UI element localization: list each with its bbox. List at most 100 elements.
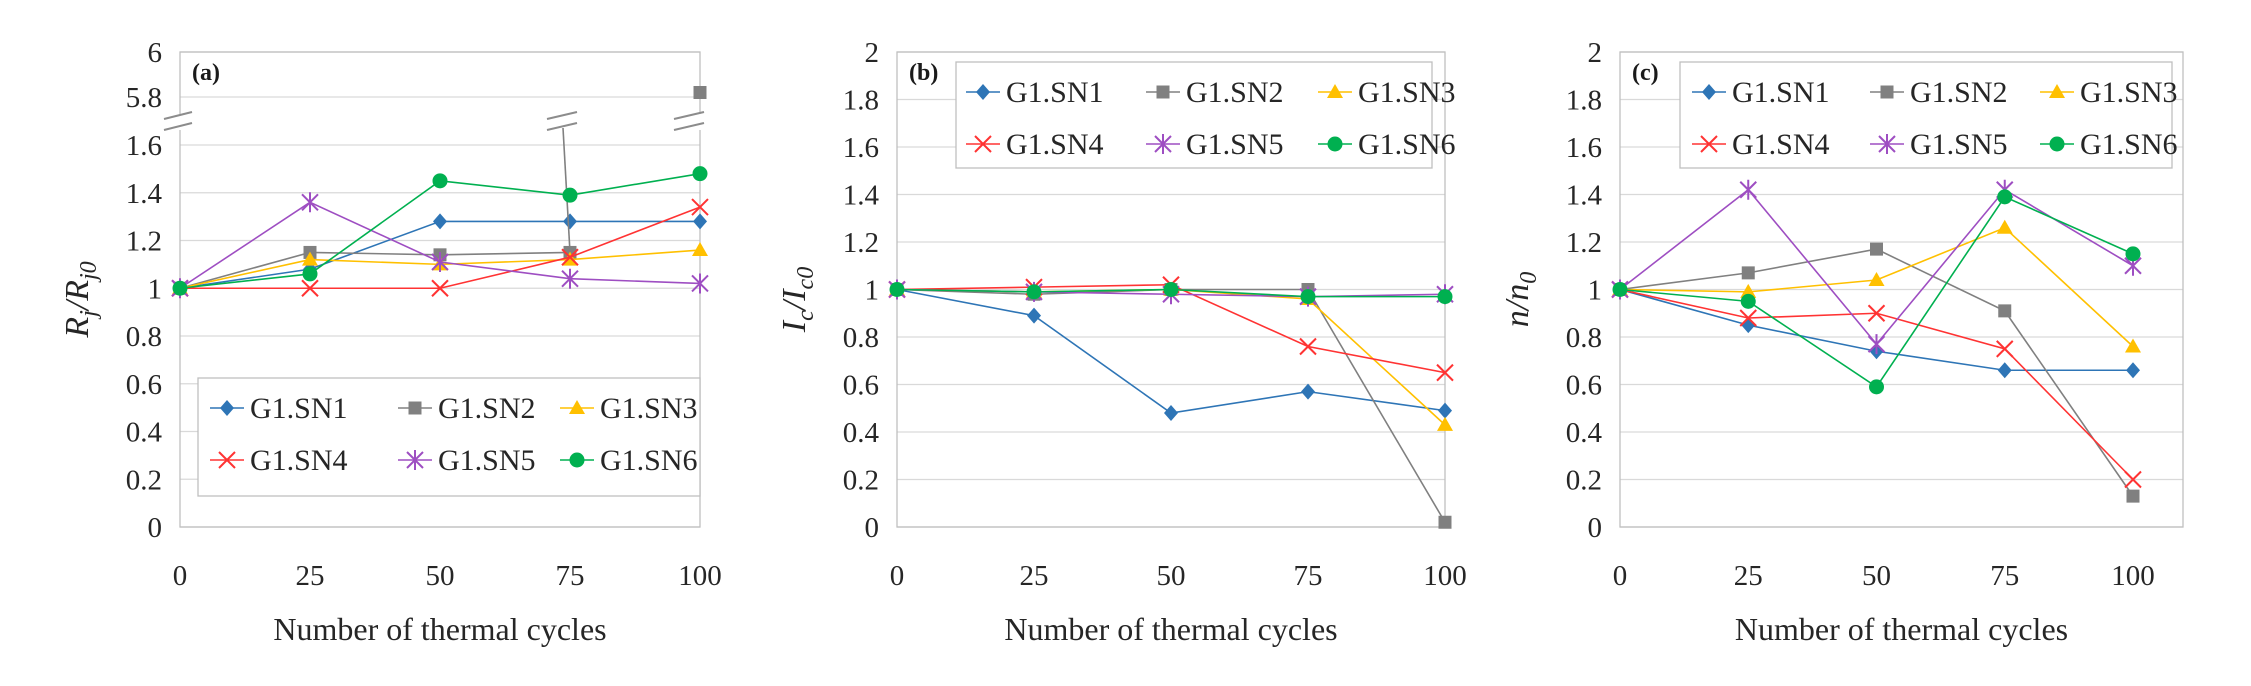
y-tick-label: 1 bbox=[148, 273, 163, 305]
data-point bbox=[1740, 283, 1757, 298]
x-tick-label: 75 bbox=[556, 560, 585, 592]
data-point bbox=[1870, 242, 1883, 256]
y-tick-label: 1.4 bbox=[843, 180, 880, 212]
y-tick-label: 1 bbox=[1588, 275, 1603, 307]
data-point bbox=[1739, 179, 1757, 200]
y-tick-label: 0.2 bbox=[1566, 465, 1602, 497]
axis-break-gap bbox=[166, 114, 194, 130]
data-point bbox=[1741, 266, 1755, 280]
data-point bbox=[2126, 489, 2140, 503]
data-point bbox=[2126, 362, 2140, 379]
data-point bbox=[561, 248, 579, 266]
series-g1-sn6 bbox=[172, 166, 708, 296]
legend-label: G1.SN5 bbox=[438, 444, 536, 477]
data-point bbox=[1867, 304, 1886, 322]
y-tick-label: 1.6 bbox=[843, 132, 879, 164]
legend-marker bbox=[220, 400, 234, 416]
data-point bbox=[1868, 272, 1885, 286]
legend-marker bbox=[1878, 134, 1896, 154]
panel-label: (b) bbox=[909, 60, 938, 86]
y-tick-label: 0.6 bbox=[126, 369, 162, 401]
data-point bbox=[691, 198, 709, 216]
y-axis-label: Ic/Ic0 bbox=[776, 267, 819, 333]
legend-label: G1.SN3 bbox=[600, 392, 698, 425]
x-tick-label: 50 bbox=[426, 560, 455, 592]
legend-marker bbox=[1154, 134, 1172, 154]
legend-label: G1.SN6 bbox=[2080, 128, 2178, 161]
legend-label: G1.SN3 bbox=[2080, 76, 2178, 109]
legend-item: G1.SN2 bbox=[1146, 76, 1284, 109]
data-point bbox=[302, 266, 318, 282]
y-tick-label: 1.8 bbox=[1566, 85, 1602, 117]
data-point bbox=[1163, 282, 1179, 297]
legend-label: G1.SN1 bbox=[250, 392, 348, 425]
legend-item: G1.SN1 bbox=[966, 76, 1104, 109]
y-tick-label: 0.4 bbox=[843, 417, 880, 449]
axis-break-mark bbox=[163, 111, 193, 131]
x-axis-label: Number of thermal cycles bbox=[273, 611, 606, 647]
y-tick-label: 0 bbox=[148, 512, 163, 544]
legend-label: G1.SN5 bbox=[1910, 128, 2008, 161]
series-line bbox=[1619, 248, 2134, 497]
legend-label: G1.SN3 bbox=[1358, 76, 1456, 109]
legend-item: G1.SN5 bbox=[1146, 128, 1284, 161]
data-point bbox=[1741, 317, 1756, 334]
series-g1-sn6 bbox=[1612, 189, 2141, 395]
data-point bbox=[691, 273, 709, 294]
data-point bbox=[433, 213, 447, 230]
data-point bbox=[693, 213, 707, 230]
data-point bbox=[563, 213, 577, 230]
panel-label: (c) bbox=[1632, 60, 1659, 86]
legend-item: G1.SN3 bbox=[2040, 76, 2178, 109]
data-point bbox=[692, 242, 708, 257]
y-tick-label: 2 bbox=[865, 37, 880, 69]
data-point bbox=[1612, 282, 1628, 297]
legend-marker bbox=[1702, 84, 1716, 100]
data-point bbox=[301, 192, 319, 213]
y-tick-label: 1.2 bbox=[843, 227, 879, 259]
legend-item: G1.SN2 bbox=[398, 392, 536, 425]
legend-marker bbox=[569, 452, 585, 468]
y-tick-label: 1.4 bbox=[126, 178, 163, 210]
y-axis-label: n/n0 bbox=[1499, 272, 1542, 327]
legend-item: G1.SN1 bbox=[1692, 76, 1830, 109]
legend: G1.SN1 G1.SN2 G1.SN3 G1.SN4 G1.SN5 G1.SN6 bbox=[1679, 61, 2178, 169]
data-point bbox=[172, 280, 188, 296]
legend-label: G1.SN2 bbox=[1910, 76, 2008, 109]
data-point bbox=[1300, 289, 1316, 305]
x-tick-label: 25 bbox=[1020, 560, 1049, 592]
axis-break-mark bbox=[546, 111, 578, 131]
y-tick-label: 0.6 bbox=[843, 370, 879, 402]
legend: G1.SN1 G1.SN2 G1.SN3 G1.SN4 G1.SN5 G1.SN6 bbox=[955, 61, 1456, 169]
x-tick-label: 0 bbox=[173, 560, 188, 592]
series-line bbox=[179, 251, 571, 290]
legend-label: G1.SN6 bbox=[600, 444, 698, 477]
data-point bbox=[1996, 340, 2014, 358]
y-tick-label: 1.8 bbox=[843, 85, 879, 117]
data-point bbox=[1740, 293, 1756, 309]
data-point bbox=[431, 279, 449, 297]
legend-box bbox=[1679, 61, 2173, 169]
x-tick-label: 75 bbox=[1990, 560, 2019, 592]
y-tick-label: 1.6 bbox=[126, 130, 162, 162]
data-point bbox=[1437, 416, 1453, 431]
data-point bbox=[431, 251, 449, 272]
x-tick-label: 25 bbox=[296, 560, 325, 592]
legend-marker bbox=[1327, 84, 1343, 98]
axis-break-gap bbox=[547, 114, 579, 130]
data-point bbox=[1739, 309, 1757, 327]
legend-item: G1.SN2 bbox=[1870, 76, 2008, 109]
legend-item: G1.SN3 bbox=[1318, 76, 1456, 109]
legend-marker bbox=[569, 400, 585, 414]
y-tick-label: 5.8 bbox=[126, 82, 162, 114]
legend-item: G1.SN3 bbox=[560, 392, 698, 425]
data-point bbox=[2124, 470, 2142, 489]
legend-label: G1.SN6 bbox=[1358, 128, 1456, 161]
y-tick-label: 1.6 bbox=[1566, 132, 1602, 164]
legend-marker bbox=[2049, 136, 2065, 152]
y-tick-label: 1.4 bbox=[1566, 180, 1603, 212]
legend-marker bbox=[2049, 84, 2065, 98]
y-tick-label: 1.2 bbox=[126, 226, 162, 258]
y-tick-label: 0.4 bbox=[1566, 417, 1603, 449]
